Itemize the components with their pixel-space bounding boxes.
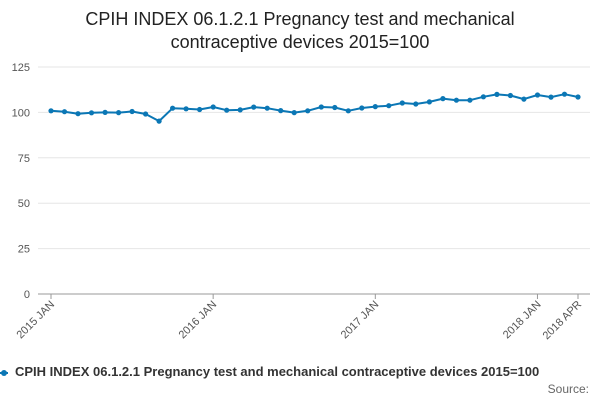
data-point[interactable] bbox=[183, 106, 189, 112]
y-tick-label: 100 bbox=[12, 107, 30, 119]
data-point[interactable] bbox=[534, 92, 541, 98]
source-label: Source: bbox=[547, 382, 589, 396]
chart-title: CPIH INDEX 06.1.2.1 Pregnancy test and m… bbox=[0, 8, 600, 54]
data-point[interactable] bbox=[224, 107, 230, 113]
data-point[interactable] bbox=[507, 92, 513, 99]
data-point[interactable] bbox=[332, 104, 338, 111]
x-tick-label: 2018 APR bbox=[541, 299, 585, 343]
data-point[interactable] bbox=[129, 108, 135, 115]
y-tick-label: 50 bbox=[18, 198, 30, 210]
data-point[interactable] bbox=[197, 106, 203, 113]
data-point[interactable] bbox=[345, 108, 351, 114]
data-point[interactable] bbox=[61, 109, 68, 115]
data-point[interactable] bbox=[251, 104, 257, 110]
chart-title-line-1: CPIH INDEX 06.1.2.1 Pregnancy test and m… bbox=[85, 9, 515, 29]
x-tick-label: 2016 JAN bbox=[177, 299, 220, 342]
data-point[interactable] bbox=[480, 94, 486, 100]
y-tick-label: 125 bbox=[12, 62, 30, 74]
data-point[interactable] bbox=[278, 108, 284, 114]
data-point[interactable] bbox=[143, 111, 149, 117]
y-tick-label: 0 bbox=[24, 289, 30, 301]
data-point[interactable] bbox=[237, 107, 243, 113]
legend-label: CPIH INDEX 06.1.2.1 Pregnancy test and m… bbox=[15, 364, 540, 379]
x-tick-label: 2018 JAN bbox=[501, 299, 544, 342]
data-point[interactable] bbox=[467, 97, 473, 103]
x-tick-label: 2017 JAN bbox=[339, 299, 382, 342]
data-point[interactable] bbox=[372, 104, 378, 110]
data-point[interactable] bbox=[210, 104, 216, 110]
series-line bbox=[50, 93, 579, 123]
data-point[interactable] bbox=[305, 108, 311, 114]
data-point[interactable] bbox=[156, 118, 162, 124]
data-point[interactable] bbox=[318, 104, 324, 110]
data-point[interactable] bbox=[561, 91, 568, 97]
data-point[interactable] bbox=[494, 91, 500, 97]
data-point[interactable] bbox=[291, 110, 297, 116]
data-point[interactable] bbox=[116, 110, 122, 116]
data-point[interactable] bbox=[88, 110, 95, 116]
y-tick-label: 75 bbox=[18, 153, 30, 165]
data-point[interactable] bbox=[575, 94, 581, 100]
data-point[interactable] bbox=[426, 99, 432, 105]
data-point[interactable] bbox=[359, 105, 365, 111]
data-point[interactable] bbox=[399, 100, 405, 106]
data-point[interactable] bbox=[170, 105, 176, 111]
data-point[interactable] bbox=[521, 96, 527, 102]
x-tick-label: 2015 JAN bbox=[14, 299, 57, 342]
data-point[interactable] bbox=[264, 105, 270, 111]
data-point[interactable] bbox=[453, 97, 459, 103]
chart-title-line-2: contraceptive devices 2015=100 bbox=[170, 32, 430, 52]
data-point[interactable] bbox=[548, 94, 554, 100]
data-point[interactable] bbox=[102, 109, 108, 115]
legend-swatch-marker bbox=[1, 370, 7, 376]
data-point[interactable] bbox=[386, 103, 392, 109]
y-tick-label: 25 bbox=[18, 244, 30, 256]
data-point[interactable] bbox=[413, 101, 419, 107]
data-point[interactable] bbox=[75, 111, 81, 117]
data-point[interactable] bbox=[440, 96, 446, 102]
data-point[interactable] bbox=[48, 108, 54, 114]
